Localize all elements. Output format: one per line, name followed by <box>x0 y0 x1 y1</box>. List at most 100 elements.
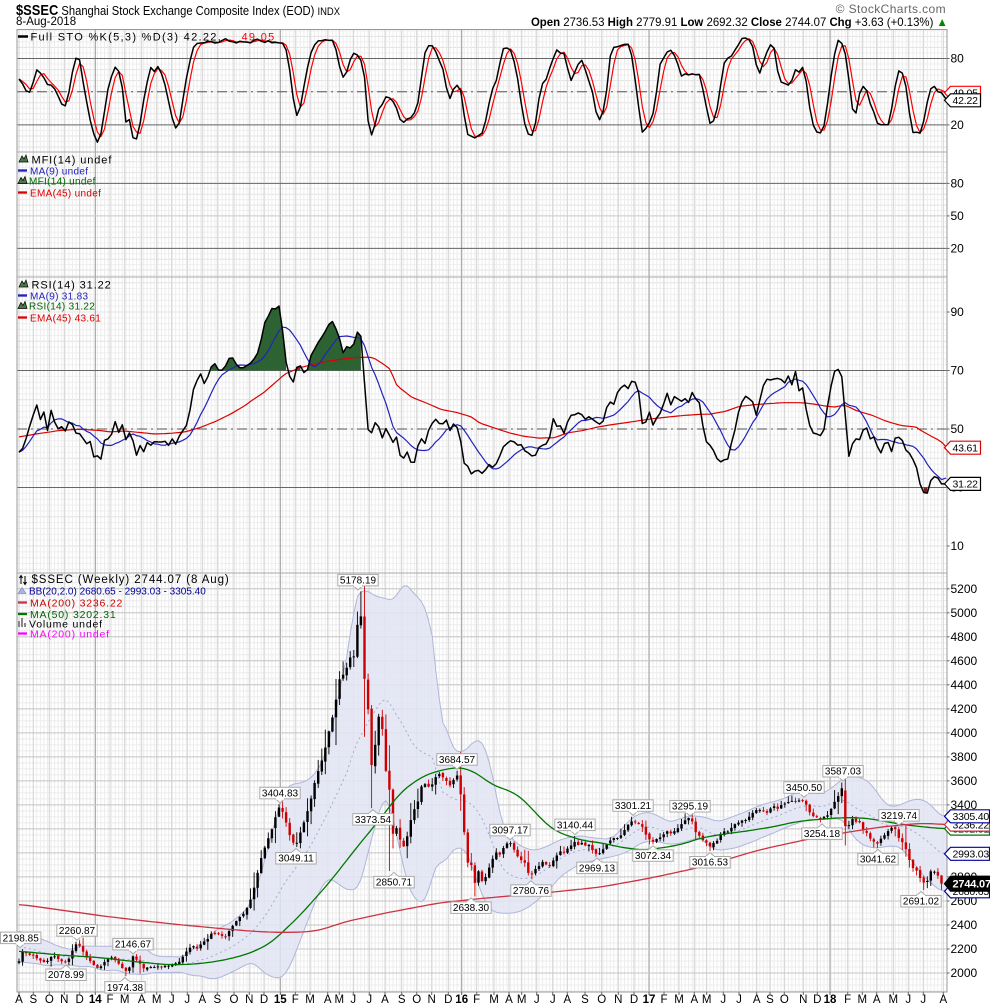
svg-text:2969.13: 2969.13 <box>579 863 616 874</box>
svg-text:M: M <box>120 994 130 1006</box>
svg-text:4800: 4800 <box>951 630 978 644</box>
svg-text:D: D <box>76 994 84 1006</box>
svg-text:MFI(14) undef: MFI(14) undef <box>29 177 96 188</box>
svg-text:D: D <box>260 994 268 1006</box>
svg-text:D: D <box>444 994 452 1006</box>
svg-text:O: O <box>597 994 606 1006</box>
svg-text:2993.03: 2993.03 <box>953 849 990 861</box>
svg-text:MA(200) 3236.22: MA(200) 3236.22 <box>30 598 123 610</box>
svg-text:$SSEC (Weekly) 2744.07 (8 Aug): $SSEC (Weekly) 2744.07 (8 Aug) <box>32 574 230 586</box>
svg-text:F: F <box>473 994 480 1006</box>
svg-text:80: 80 <box>951 52 965 66</box>
svg-text:2146.67: 2146.67 <box>115 940 152 951</box>
svg-text:J: J <box>736 994 742 1006</box>
svg-text:M: M <box>335 994 345 1006</box>
svg-text:Full STO %K(5,3) %D(3) 42.22,: Full STO %K(5,3) %D(3) 42.22, <box>31 32 223 44</box>
svg-text:5000: 5000 <box>951 606 978 620</box>
svg-text:S: S <box>398 994 406 1006</box>
svg-text:S: S <box>29 994 37 1006</box>
svg-text:M: M <box>517 994 527 1006</box>
svg-text:3295.19: 3295.19 <box>672 802 709 813</box>
svg-text:MFI(14) undef: MFI(14) undef <box>32 155 113 167</box>
svg-text:J: J <box>920 994 926 1006</box>
svg-text:A: A <box>381 994 389 1006</box>
svg-text:80: 80 <box>951 176 965 190</box>
svg-text:4600: 4600 <box>951 654 978 668</box>
svg-text:EMA(45) 43.61: EMA(45) 43.61 <box>30 314 101 325</box>
svg-text:10: 10 <box>951 539 965 553</box>
svg-text:S: S <box>766 994 774 1006</box>
svg-text:20: 20 <box>951 241 965 255</box>
svg-text:A: A <box>505 994 513 1006</box>
svg-text:5200: 5200 <box>951 582 978 596</box>
svg-text:2691.02: 2691.02 <box>903 897 940 908</box>
svg-text:MA(9) 31.83: MA(9) 31.83 <box>30 292 88 303</box>
svg-text:49.05: 49.05 <box>242 32 276 44</box>
svg-text:4400: 4400 <box>951 678 978 692</box>
svg-text:A: A <box>939 994 947 1006</box>
svg-text:A: A <box>753 994 761 1006</box>
svg-text:J: J <box>534 994 540 1006</box>
svg-text:D: D <box>813 994 821 1006</box>
svg-text:M: M <box>858 994 868 1006</box>
svg-text:2400: 2400 <box>951 918 978 932</box>
svg-text:M: M <box>674 994 684 1006</box>
svg-text:2638.30: 2638.30 <box>453 903 490 914</box>
svg-text:J: J <box>366 994 372 1006</box>
svg-text:3140.44: 3140.44 <box>557 820 594 831</box>
svg-text:3587.03: 3587.03 <box>825 767 862 778</box>
svg-text:3450.50: 3450.50 <box>786 783 823 794</box>
svg-text:M: M <box>152 994 162 1006</box>
svg-text:3400: 3400 <box>951 798 978 812</box>
svg-text:J: J <box>350 994 356 1006</box>
svg-text:3800: 3800 <box>951 750 978 764</box>
svg-text:N: N <box>614 994 622 1006</box>
svg-text:2780.76: 2780.76 <box>513 886 550 897</box>
svg-text:A: A <box>138 994 146 1006</box>
svg-text:S: S <box>213 994 221 1006</box>
svg-text:4200: 4200 <box>951 702 978 716</box>
svg-text:F: F <box>844 994 851 1006</box>
svg-text:A: A <box>15 994 23 1006</box>
svg-text:F: F <box>292 994 299 1006</box>
svg-text:2078.99: 2078.99 <box>48 970 85 981</box>
svg-text:3072.34: 3072.34 <box>635 851 672 862</box>
svg-text:F: F <box>106 994 113 1006</box>
svg-text:F: F <box>660 994 667 1006</box>
svg-text:M: M <box>889 994 899 1006</box>
svg-text:3373.54: 3373.54 <box>355 815 392 826</box>
svg-text:J: J <box>720 994 726 1006</box>
svg-text:2200: 2200 <box>951 942 978 956</box>
svg-text:17: 17 <box>643 994 656 1006</box>
svg-text:3305.40: 3305.40 <box>953 811 990 823</box>
svg-text:15: 15 <box>274 994 287 1006</box>
svg-text:O: O <box>230 994 239 1006</box>
svg-text:S: S <box>581 994 589 1006</box>
svg-text:2198.85: 2198.85 <box>3 933 40 944</box>
svg-text:EMA(45) undef: EMA(45) undef <box>30 189 101 200</box>
svg-text:18: 18 <box>824 994 837 1006</box>
svg-text:O: O <box>780 994 789 1006</box>
svg-text:A: A <box>324 994 332 1006</box>
svg-text:5178.19: 5178.19 <box>340 576 377 587</box>
svg-text:M: M <box>489 994 499 1006</box>
svg-text:O: O <box>45 994 54 1006</box>
svg-text:90: 90 <box>951 305 965 319</box>
svg-text:Volume undef: Volume undef <box>29 619 103 631</box>
svg-text:3404.83: 3404.83 <box>262 789 299 800</box>
svg-text:3600: 3600 <box>951 774 978 788</box>
svg-text:J: J <box>184 994 190 1006</box>
svg-text:3097.17: 3097.17 <box>492 826 529 837</box>
svg-text:M: M <box>702 994 712 1006</box>
svg-text:N: N <box>245 994 253 1006</box>
svg-text:RSI(14) 31.22: RSI(14) 31.22 <box>32 280 112 292</box>
svg-text:J: J <box>550 994 556 1006</box>
svg-text:3684.57: 3684.57 <box>439 755 476 766</box>
svg-text:A: A <box>198 994 206 1006</box>
svg-text:3301.21: 3301.21 <box>615 801 652 812</box>
svg-text:J: J <box>169 994 175 1006</box>
svg-text:MA(50) 3202.31: MA(50) 3202.31 <box>30 609 117 621</box>
svg-text:2744.07: 2744.07 <box>953 878 990 890</box>
svg-text:3041.62: 3041.62 <box>860 855 897 866</box>
svg-text:D: D <box>630 994 638 1006</box>
